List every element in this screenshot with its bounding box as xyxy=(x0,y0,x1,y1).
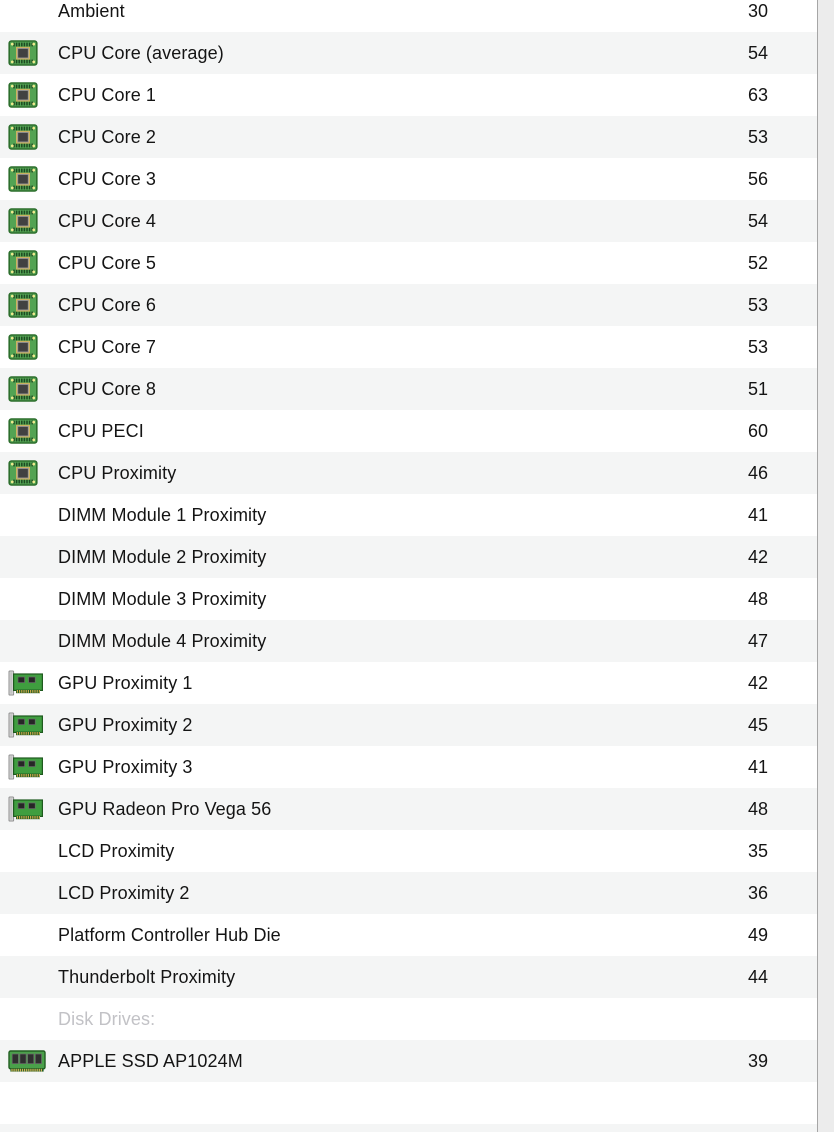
empty-row xyxy=(0,1082,817,1124)
sensor-value: 54 xyxy=(747,42,768,63)
sensor-label: GPU Proximity 3 xyxy=(58,756,193,777)
cpu-chip-icon xyxy=(8,459,48,487)
sensor-label: GPU Proximity 1 xyxy=(58,672,193,693)
vertical-scrollbar[interactable] xyxy=(817,0,834,1132)
sensor-value: 42 xyxy=(747,672,768,693)
sensor-value: 54 xyxy=(747,210,768,231)
sensor-value: 63 xyxy=(747,84,768,105)
cpu-chip-icon xyxy=(8,417,48,445)
sensor-value: 47 xyxy=(747,630,768,651)
cpu-chip-icon xyxy=(8,207,48,235)
sensor-row[interactable]: DIMM Module 3 Proximity 48 xyxy=(0,578,817,620)
sensor-row[interactable]: CPU Proximity 46 xyxy=(0,452,817,494)
sensor-row[interactable]: LCD Proximity 35 xyxy=(0,830,817,872)
sensor-value: 42 xyxy=(747,546,768,567)
sensor-row[interactable]: CPU Core 6 53 xyxy=(0,284,817,326)
sensor-label: Platform Controller Hub Die xyxy=(58,924,281,945)
sensor-row[interactable]: GPU Proximity 2 45 xyxy=(0,704,817,746)
sensor-value: 45 xyxy=(747,714,768,735)
sensor-value: 44 xyxy=(747,966,768,987)
ssd-module-icon xyxy=(8,1048,48,1074)
sensor-label: CPU Proximity xyxy=(58,462,177,483)
sensor-row[interactable]: DIMM Module 4 Proximity 47 xyxy=(0,620,817,662)
empty-row xyxy=(0,1124,817,1132)
section-header-label: Disk Drives: xyxy=(58,1008,156,1029)
gpu-card-icon xyxy=(8,796,48,822)
sensor-row[interactable]: CPU Core 5 52 xyxy=(0,242,817,284)
cpu-chip-icon xyxy=(8,333,48,361)
gpu-card-icon xyxy=(8,754,48,780)
sensor-row[interactable]: CPU Core 1 63 xyxy=(0,74,817,116)
sensor-row[interactable]: CPU Core 3 56 xyxy=(0,158,817,200)
cpu-chip-icon xyxy=(8,81,48,109)
sensor-value: 56 xyxy=(747,168,768,189)
gpu-card-icon xyxy=(8,712,48,738)
gpu-card-icon xyxy=(8,670,48,696)
cpu-chip-icon xyxy=(8,165,48,193)
sensor-label: CPU Core 6 xyxy=(58,294,157,315)
sensor-label: DIMM Module 2 Proximity xyxy=(58,546,267,567)
sensor-value: 41 xyxy=(747,756,768,777)
cpu-chip-icon xyxy=(8,249,48,277)
sensor-value: 39 xyxy=(747,1050,768,1071)
sensor-label: DIMM Module 3 Proximity xyxy=(58,588,267,609)
sensor-label: CPU PECI xyxy=(58,420,144,441)
sensor-value: 35 xyxy=(747,840,768,861)
sensor-row[interactable]: CPU Core 7 53 xyxy=(0,326,817,368)
sensor-value: 52 xyxy=(747,252,768,273)
sensor-label: GPU Radeon Pro Vega 56 xyxy=(58,798,272,819)
sensor-value: 48 xyxy=(747,798,768,819)
sensor-label: DIMM Module 4 Proximity xyxy=(58,630,267,651)
sensor-row[interactable]: DIMM Module 2 Proximity 42 xyxy=(0,536,817,578)
cpu-chip-icon xyxy=(8,375,48,403)
sensor-row[interactable]: CPU Core 2 53 xyxy=(0,116,817,158)
sensor-value: 30 xyxy=(747,0,768,21)
sensor-label: Ambient xyxy=(58,0,125,21)
sensor-row[interactable]: Thunderbolt Proximity 44 xyxy=(0,956,817,998)
sensor-value: 53 xyxy=(747,294,768,315)
cpu-chip-icon xyxy=(8,291,48,319)
sensor-row[interactable]: DIMM Module 1 Proximity 41 xyxy=(0,494,817,536)
cpu-chip-icon xyxy=(8,123,48,151)
sensor-label: DIMM Module 1 Proximity xyxy=(58,504,267,525)
sensor-row[interactable]: GPU Proximity 3 41 xyxy=(0,746,817,788)
sensor-value: 53 xyxy=(747,126,768,147)
sensor-value: 41 xyxy=(747,504,768,525)
sensor-row[interactable]: CPU Core (average) 54 xyxy=(0,32,817,74)
sensor-label: CPU Core 2 xyxy=(58,126,157,147)
sensor-row[interactable]: CPU Core 8 51 xyxy=(0,368,817,410)
sensor-row[interactable]: CPU Core 4 54 xyxy=(0,200,817,242)
sensor-label: CPU Core 1 xyxy=(58,84,157,105)
sensor-value: 60 xyxy=(747,420,768,441)
sensor-row[interactable]: CPU PECI 60 xyxy=(0,410,817,452)
sensor-row[interactable]: Ambient 30 xyxy=(0,0,817,32)
sensor-label: GPU Proximity 2 xyxy=(58,714,193,735)
sensor-row[interactable]: GPU Radeon Pro Vega 56 48 xyxy=(0,788,817,830)
sensor-value: 36 xyxy=(747,882,768,903)
sensor-label: CPU Core (average) xyxy=(58,42,224,63)
sensor-value: 49 xyxy=(747,924,768,945)
sensor-label: CPU Core 4 xyxy=(58,210,157,231)
sensor-value: 48 xyxy=(747,588,768,609)
sensor-row[interactable]: Platform Controller Hub Die 49 xyxy=(0,914,817,956)
sensor-value: 51 xyxy=(747,378,768,399)
sensor-label: APPLE SSD AP1024M xyxy=(58,1050,243,1071)
sensor-label: LCD Proximity 2 xyxy=(58,882,190,903)
sensor-label: CPU Core 7 xyxy=(58,336,157,357)
sensor-list: Ambient 30 CPU Core (average) 54 CPU Cor… xyxy=(0,0,817,1132)
sensor-label: LCD Proximity xyxy=(58,840,175,861)
sensor-row[interactable]: LCD Proximity 2 36 xyxy=(0,872,817,914)
sensor-label: CPU Core 3 xyxy=(58,168,157,189)
section-header-disk-drives: Disk Drives: xyxy=(0,998,817,1040)
sensor-row[interactable]: GPU Proximity 1 42 xyxy=(0,662,817,704)
sensor-value: 53 xyxy=(747,336,768,357)
sensor-value: 46 xyxy=(747,462,768,483)
sensor-label: CPU Core 8 xyxy=(58,378,157,399)
sensor-row[interactable]: APPLE SSD AP1024M 39 xyxy=(0,1040,817,1082)
sensor-label: Thunderbolt Proximity xyxy=(58,966,236,987)
sensor-label: CPU Core 5 xyxy=(58,252,157,273)
cpu-chip-icon xyxy=(8,39,48,67)
